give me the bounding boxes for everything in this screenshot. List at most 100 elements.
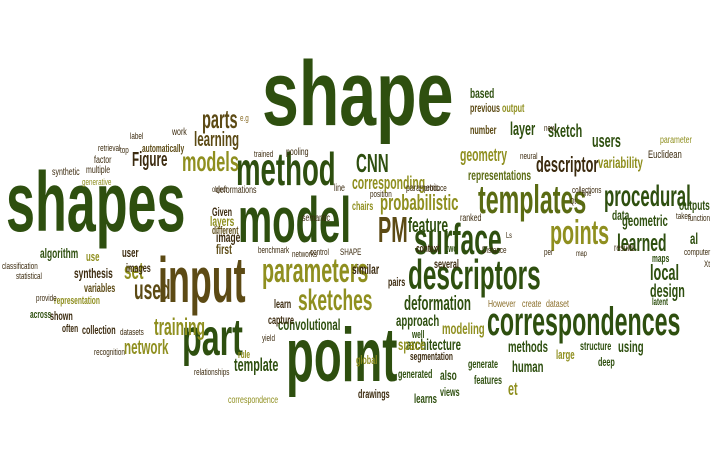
word-produce: produce (424, 183, 447, 193)
word-work: work (172, 127, 187, 138)
word-use: use (86, 249, 100, 264)
word-pm: PM (378, 209, 408, 250)
word-automatically: automatically (142, 143, 185, 155)
word-segmentation: segmentation (410, 351, 453, 363)
word-factor: factor (94, 155, 112, 166)
word-pairs: pairs (388, 275, 406, 289)
word-structure: structure (580, 339, 612, 353)
word-set: set (124, 258, 144, 285)
word-xt: Xt (704, 259, 710, 269)
word-trained: trained (254, 149, 274, 159)
word-network: network (124, 337, 169, 359)
word-representation: representation (54, 295, 100, 307)
word-correspondence: correspondence (228, 395, 279, 406)
word-e-g: e.g (240, 113, 249, 123)
word-dataset: dataset (546, 299, 569, 310)
word-generate: generate (468, 357, 499, 371)
word-al: al (690, 231, 699, 248)
word-feature: feature (408, 215, 449, 237)
word-image: image (216, 229, 241, 245)
word-often: often (62, 323, 79, 335)
word-yield: yield (262, 333, 275, 343)
word-training: training (154, 314, 206, 341)
word-different: different (212, 225, 239, 237)
word-latent: latent (652, 297, 669, 308)
word-top: top (120, 145, 129, 155)
word-user: user (122, 245, 139, 260)
word-points: points (550, 214, 610, 252)
word-however: However (488, 299, 516, 310)
word-position: position (370, 189, 392, 199)
word-human: human (512, 359, 544, 376)
word-datasets: datasets (120, 327, 144, 337)
word-used: used (134, 274, 171, 305)
word-surface: surface (414, 215, 502, 264)
word-layers: layers (210, 213, 235, 229)
word-deformations: deformations (216, 185, 257, 196)
word-benchmark: benchmark (258, 245, 290, 255)
word-algorithm: algorithm (40, 245, 79, 261)
word-also: also (440, 367, 457, 383)
word-users: users (592, 131, 621, 151)
word-large: large (556, 347, 575, 362)
word-per: per (544, 247, 554, 257)
word-generated: generated (398, 367, 433, 381)
word-chairs: chairs (352, 199, 374, 213)
word-pooling: pooling (286, 147, 309, 158)
word-takes: takes (676, 211, 692, 221)
word-recognition: recognition (94, 347, 125, 357)
word-object: object (212, 185, 227, 194)
word-et: et (508, 379, 518, 399)
word-neural: neural (520, 151, 538, 161)
word-classification: classification (2, 261, 38, 271)
word-results: results (614, 243, 635, 254)
word-parametric: parametric (406, 183, 440, 194)
word-templates: templates (478, 178, 587, 222)
word-data: data (612, 207, 630, 223)
word-computer: computer (683, 247, 710, 257)
word-similar: similar (352, 261, 380, 277)
word-point: point (286, 313, 398, 398)
word-convolutional: convolutional (278, 317, 341, 334)
word-networks: networks (292, 249, 318, 259)
word-probabilistic: probabilistic (380, 190, 459, 215)
word-correspondences: correspondences (487, 300, 681, 344)
word-learns: learns (414, 391, 437, 406)
word-features: features (474, 373, 503, 387)
word-geometric: geometric (622, 213, 668, 230)
word-euclidean: Euclidean (648, 149, 682, 161)
word-multiple: multiple (86, 165, 111, 176)
word-deep: deep (598, 355, 615, 369)
word-deformation: deformation (404, 293, 472, 315)
word-provide: provide (36, 293, 57, 303)
word-retrieval: retrieval (98, 143, 121, 153)
word-parameter: parameter (660, 135, 692, 146)
word-using: using (618, 339, 644, 356)
word-drawings: drawings (358, 387, 390, 401)
word-shape: shape (262, 43, 454, 145)
word-method: method (236, 143, 336, 195)
word-line: line (334, 183, 345, 194)
word-geometry: geometry (460, 145, 507, 165)
word-ls: Ls (506, 231, 512, 240)
word-design: design (650, 281, 685, 301)
word-figure: Figure (132, 149, 168, 171)
word-corresponding: corresponding (352, 173, 426, 193)
word-based: based (470, 85, 495, 101)
word-representations: representations (468, 167, 532, 183)
word-given: Given (212, 205, 233, 219)
word-parameters: parameters (262, 252, 369, 290)
word-variables: variables (84, 281, 116, 295)
word-modeling: modeling (442, 321, 485, 338)
word-map: map (576, 249, 587, 258)
word-sketch: sketch (548, 121, 583, 141)
word-ranked: ranked (460, 213, 482, 224)
word-learning: learning (194, 129, 240, 151)
word-descriptor: descriptor (536, 152, 599, 177)
word-relationships: relationships (194, 367, 230, 377)
word-models: models (182, 146, 239, 177)
word-collection: collection (82, 323, 116, 337)
word-output: output (502, 101, 525, 115)
word-shape: SHAPE (340, 247, 362, 257)
